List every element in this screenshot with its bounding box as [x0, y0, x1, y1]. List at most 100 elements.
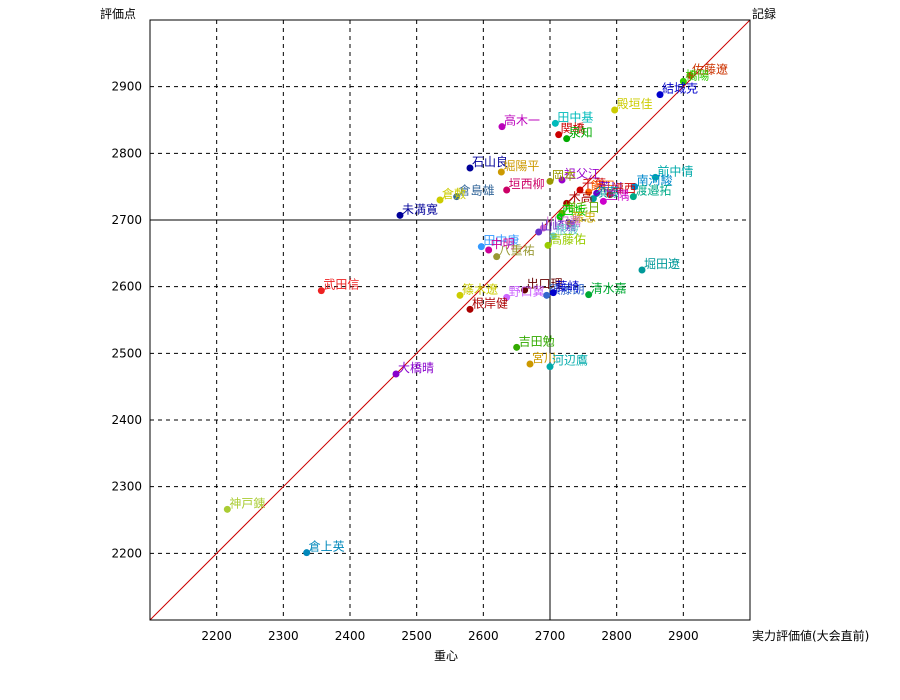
data-point	[546, 177, 554, 185]
data-point	[585, 188, 593, 196]
x-tick-label: 2500	[401, 629, 432, 643]
data-point-label: 田中康	[483, 233, 519, 248]
data-point-label: 荒川	[599, 180, 623, 194]
data-point-label: 木高	[569, 189, 593, 204]
data-point	[493, 253, 501, 261]
data-point	[456, 291, 464, 299]
data-point	[317, 287, 325, 295]
data-point-label: 橋陽	[685, 68, 709, 82]
y-tick-label: 2700	[111, 213, 142, 227]
data-point	[651, 173, 659, 181]
data-point	[551, 119, 559, 127]
data-point	[686, 71, 694, 79]
data-point	[558, 176, 566, 184]
data-point-label: 倉敷	[442, 186, 466, 201]
data-point	[563, 199, 571, 207]
data-point	[392, 370, 400, 378]
data-point-label: 中明	[491, 236, 515, 251]
data-point-label: 篠木遼	[462, 281, 498, 296]
data-point	[629, 193, 637, 201]
data-point-label: 河辺鷹	[552, 353, 588, 368]
data-point-label: 三隅	[605, 188, 629, 202]
data-point	[539, 224, 547, 232]
data-point	[606, 191, 614, 199]
data-point-label: 福西	[612, 181, 636, 196]
data-point	[543, 291, 551, 299]
data-point	[589, 195, 597, 203]
data-point-label: 岡本	[552, 168, 576, 182]
x-axis-label: 実力評価値(大会直前)	[752, 628, 869, 643]
data-point-label: 高木一	[504, 113, 540, 128]
data-point	[466, 164, 474, 172]
data-point-label: 藤崎	[555, 280, 579, 294]
data-point-label: 山崎嘉	[541, 219, 577, 233]
data-point	[549, 289, 557, 297]
data-point-label: 倉上英	[309, 539, 345, 554]
y-tick-label: 2200	[111, 546, 142, 560]
data-point	[521, 286, 529, 294]
data-point-label: 倉島雄	[459, 183, 495, 198]
data-point-label: 八重祐	[499, 244, 535, 258]
data-point	[599, 197, 607, 205]
data-point	[656, 91, 664, 99]
data-point-label: 吉田勉	[519, 334, 555, 348]
x-tick-label: 2900	[668, 629, 699, 643]
data-point-label: 川沢嘉	[545, 215, 581, 229]
x-tick-label: 2300	[268, 629, 299, 643]
data-point	[549, 232, 557, 240]
data-point	[585, 291, 593, 299]
data-point	[485, 246, 493, 254]
data-point	[466, 305, 474, 313]
x-tick-label: 2800	[601, 629, 632, 643]
data-point	[556, 213, 564, 221]
data-point-label: 石山良	[472, 154, 508, 169]
data-point-label: 関橋	[561, 122, 585, 136]
data-point	[396, 211, 404, 219]
data-point-label: 前中情	[657, 163, 693, 178]
plot-frame	[149, 19, 751, 621]
data-point	[555, 131, 563, 139]
x-tick-label: 2600	[468, 629, 499, 643]
axis-ticks: 2200 2300 2400 2500 2600 2700 2800 2900 2200 2300…	[111, 80, 698, 643]
y-tick-label: 2800	[111, 146, 142, 160]
data-point-label: 須藤朗	[549, 282, 585, 296]
data-point-label: 結城克	[662, 82, 698, 96]
data-point-label: 田中基	[557, 109, 593, 124]
data-point-label: 藤忠	[572, 210, 596, 224]
x-center-label: 重心	[434, 649, 458, 663]
data-point-label: 西坂	[562, 204, 586, 218]
data-point-label: 飯田	[591, 178, 615, 193]
y-tick-label: 2500	[111, 346, 142, 360]
data-point	[679, 77, 687, 85]
data-point-label: 垣西柳	[509, 177, 545, 191]
data-point	[503, 293, 511, 301]
data-point-label: 千葉	[582, 177, 606, 191]
data-point-label: 殿垣佳	[617, 97, 653, 111]
data-point	[303, 549, 311, 557]
diagonal-reference-line	[149, 19, 751, 621]
data-point	[638, 266, 646, 274]
data-point-label: 増毛日	[564, 200, 600, 214]
data-point	[611, 106, 619, 114]
data-point	[498, 123, 506, 131]
data-point	[566, 219, 574, 227]
data-point-label: 宮川	[532, 350, 556, 365]
data-point	[544, 241, 552, 249]
data-point-label: 堀陽平	[503, 158, 539, 173]
data-point	[535, 228, 543, 236]
data-point	[513, 343, 521, 351]
data-point-label: 神戸錬	[229, 495, 265, 510]
data-point	[503, 186, 511, 194]
data-point	[546, 363, 554, 371]
data-point-label: 野口翼	[509, 284, 545, 298]
data-point-label: 堀田遼	[644, 256, 680, 271]
data-point	[477, 243, 485, 251]
data-point-label: 出口理	[527, 277, 563, 291]
data-point	[497, 168, 505, 176]
data-point-label: 佐藤遼	[692, 62, 728, 76]
data-point	[453, 193, 461, 201]
y-tick-label: 2600	[111, 280, 142, 294]
data-point-label: 未満寛	[402, 201, 438, 216]
